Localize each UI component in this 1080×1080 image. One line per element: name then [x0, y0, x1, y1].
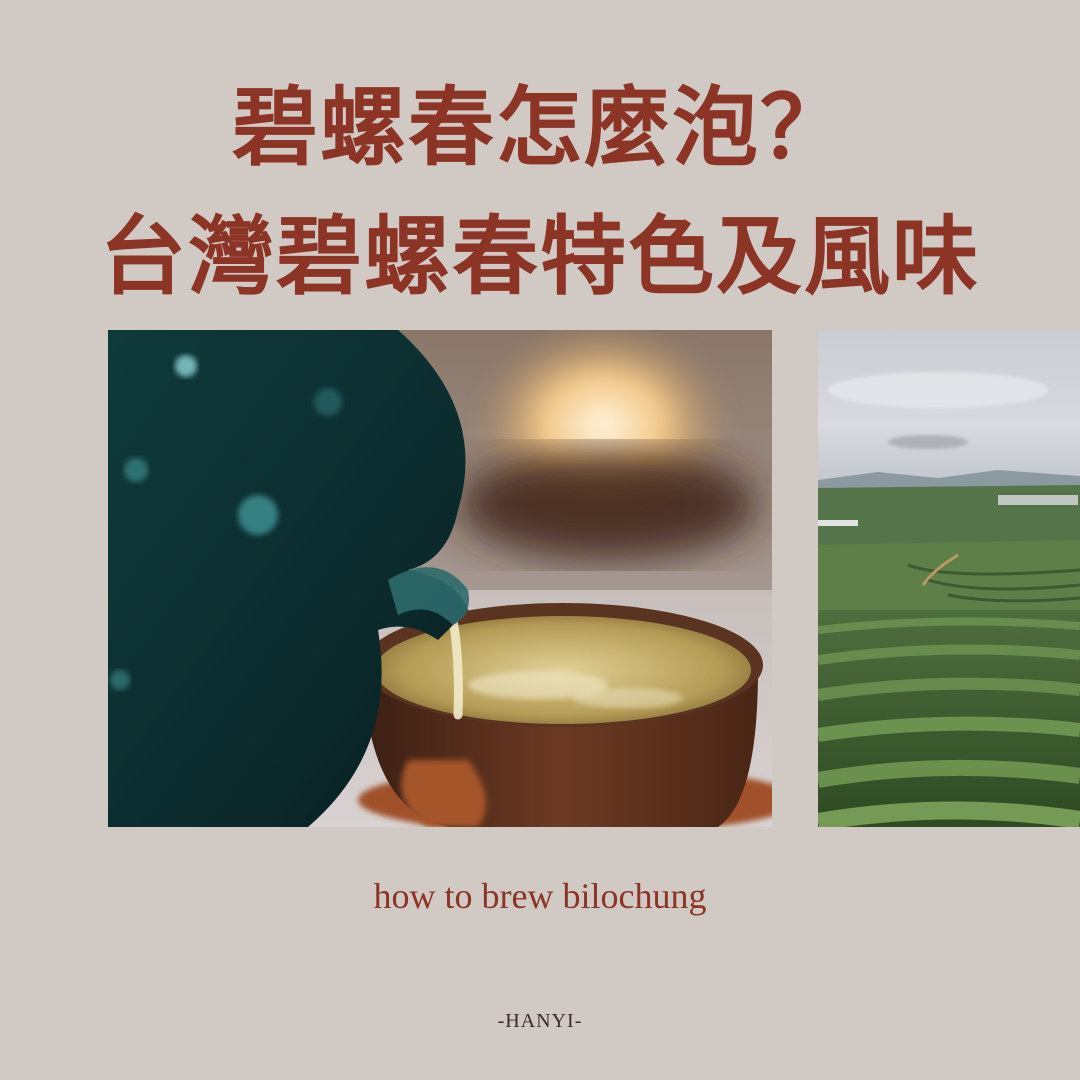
- brand-signature: -HANYI-: [497, 1010, 583, 1032]
- tea-pouring-photo: [108, 330, 772, 827]
- tea-plantation-photo: [818, 330, 1080, 827]
- title-line-2: 台灣碧螺春特色及風味: [100, 206, 980, 307]
- subtitle: how to brew bilochung: [373, 876, 707, 916]
- title-line-1: 碧螺春怎麼泡？: [232, 77, 848, 178]
